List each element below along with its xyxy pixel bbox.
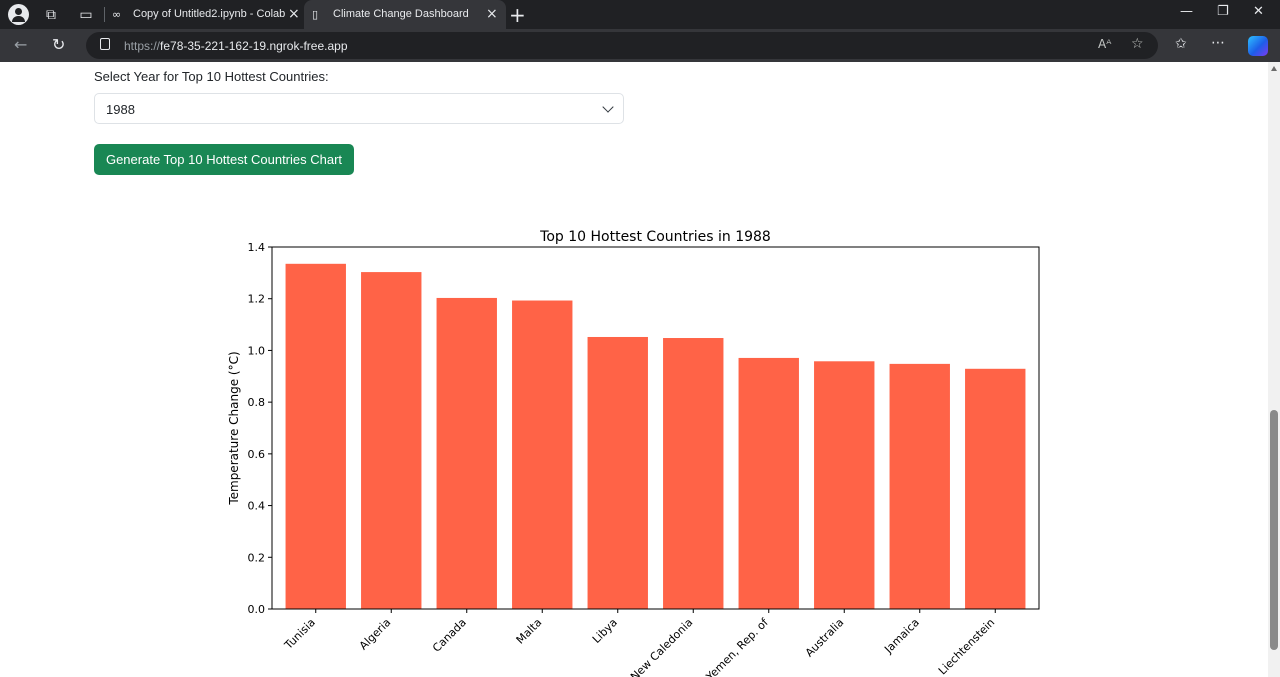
tab-actions-icon[interactable]: ▭ [79,7,93,23]
dashboard-page: Select Year for Top 10 Hottest Countries… [0,62,1268,677]
favorites-icon[interactable]: ✩ [1175,36,1187,52]
year-select-label: Select Year for Top 10 Hottest Countries… [94,69,329,84]
x-tick-label: New Caledonia [628,616,695,677]
url-host: fe78-35-221-162-19.ngrok-free.app [160,39,348,53]
tab-dashboard-title: Climate Change Dashboard [333,8,469,20]
chart-bar [361,272,422,609]
chart-title: Top 10 Hottest Countries in 1988 [539,229,771,245]
url-scheme: https:// [124,39,161,53]
chart-axes-frame [271,246,1040,610]
y-tick-label: 0.4 [248,500,266,513]
favorite-star-icon[interactable]: ☆ [1131,36,1144,52]
x-tick-label: Libya [590,616,620,646]
x-tick-label: Algeria [357,616,394,653]
tab-colab-title: Copy of Untitled2.ipynb - Colab [133,8,286,20]
workspaces-icon[interactable]: ⧉ [46,7,56,23]
restore-icon[interactable]: ❐ [1217,4,1229,19]
hottest-countries-chart: Top 10 Hottest Countries in 1988 Tunisia A… [227,229,1040,677]
y-tick-label: 0.2 [248,551,266,564]
browser-tab-strip: ⧉ ▭ ∞ Copy of Untitled2.ipynb - Colab × … [0,0,1280,29]
close-window-icon[interactable]: ✕ [1253,4,1264,19]
address-bar[interactable]: https://fe78-35-221-162-19.ngrok-free.ap… [86,32,1158,59]
lock-icon[interactable] [100,38,110,50]
chart-bar [436,297,497,609]
browser-toolbar: ← ↻ https://fe78-35-221-162-19.ngrok-fre… [0,29,1280,62]
minimize-icon[interactable]: — [1180,4,1193,19]
scrollbar-thumb[interactable] [1270,410,1278,650]
scroll-up-icon[interactable] [1271,66,1277,71]
tab-colab-close-icon[interactable]: × [288,6,300,22]
x-tick-label: Yemen, Rep. of [703,615,772,677]
x-tick-label: Tunisia [281,616,317,652]
url-text[interactable]: https://fe78-35-221-162-19.ngrok-free.ap… [124,39,348,53]
year-select[interactable]: 1988 [94,93,624,124]
copilot-icon[interactable] [1248,36,1268,56]
back-icon[interactable]: ← [14,35,28,54]
chart-bar [738,357,799,609]
y-axis-label: Temperature Change (°C) [227,351,241,505]
chart-bar [889,363,950,609]
x-tick-label: Malta [514,616,545,647]
x-tick-label: Jamaica [881,616,922,657]
y-tick-label: 0.8 [248,396,266,409]
page-icon: ▯ [312,8,319,21]
more-menu-icon[interactable]: ⋯ [1211,35,1225,51]
chart-bar [663,338,724,609]
chart-bar [285,263,346,609]
y-tick-label: 1.0 [248,344,266,357]
tab-colab[interactable]: ∞ Copy of Untitled2.ipynb - Colab × [106,0,304,29]
y-tick-label: 0.0 [248,603,266,616]
tab-dashboard-close-icon[interactable]: × [486,6,498,22]
chart-bar [814,361,875,609]
year-select-value: 1988 [106,102,135,117]
tab-dashboard[interactable]: ▯ Climate Change Dashboard × [304,0,506,29]
chart-bar [587,336,648,609]
y-tick-label: 1.4 [248,241,266,254]
colab-icon: ∞ [112,8,122,21]
page-scrollbar[interactable] [1268,62,1280,677]
x-tick-label: Australia [803,616,847,660]
x-tick-label: Liechtenstein [936,616,997,677]
chart-bar [965,368,1026,609]
y-tick-label: 1.2 [248,293,266,306]
refresh-icon[interactable]: ↻ [52,35,66,54]
profile-avatar-icon[interactable] [8,4,29,25]
tab-separator [104,7,105,22]
new-tab-icon[interactable]: + [509,3,526,27]
y-tick-label: 0.6 [248,448,266,461]
chart-bar [512,300,573,609]
x-tick-label: Canada [430,616,469,655]
read-aloud-icon[interactable]: Aᴬ [1098,37,1112,51]
generate-chart-button[interactable]: Generate Top 10 Hottest Countries Chart [94,144,354,175]
